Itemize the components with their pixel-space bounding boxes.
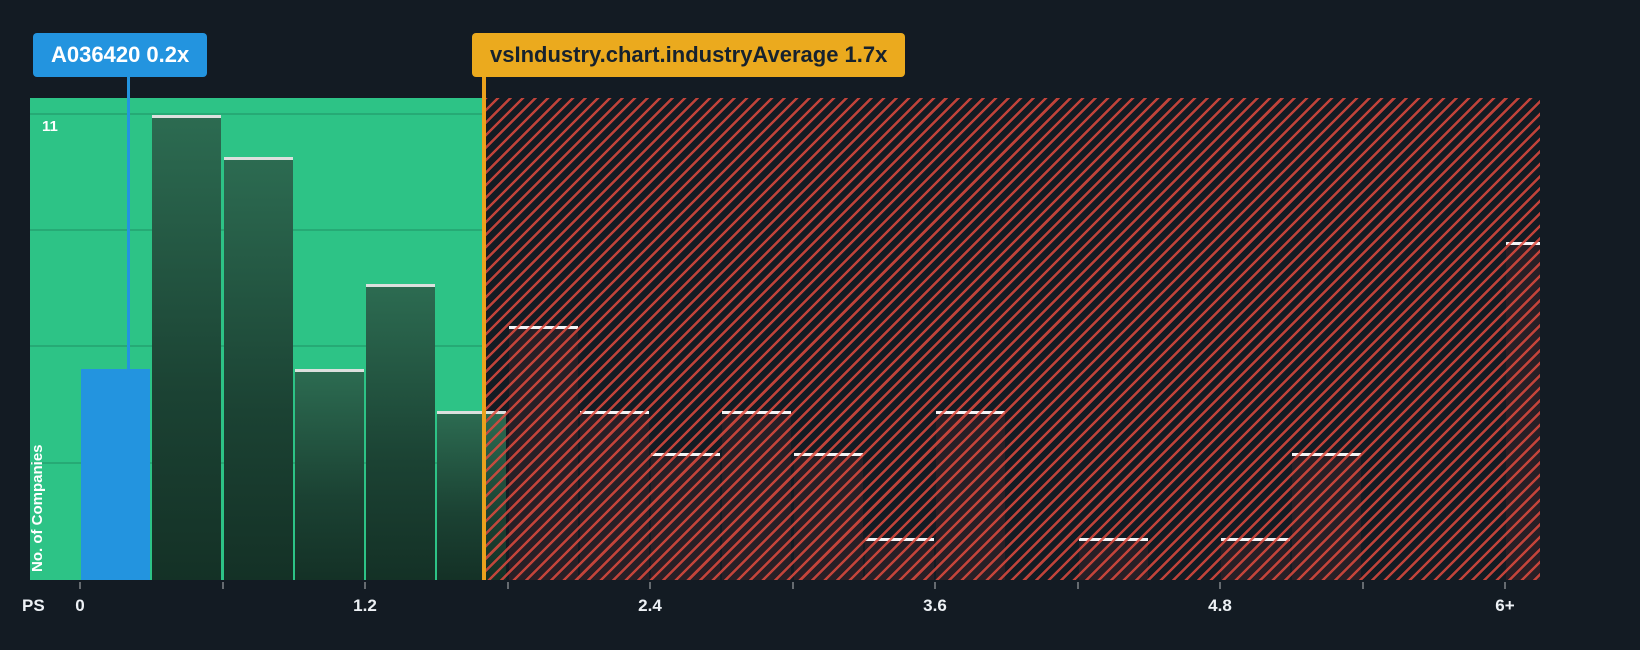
x-axis-tick <box>364 582 366 589</box>
x-axis-tick <box>222 582 224 589</box>
x-axis-label: 4.8 <box>1208 596 1232 615</box>
x-axis-tick <box>1362 582 1364 589</box>
industry-tooltip: vsIndustry.chart.industryAverage 1.7x <box>472 33 906 77</box>
x-axis-tick <box>792 582 794 589</box>
x-axis-label: 2.4 <box>638 596 662 615</box>
y-axis-max-label: 11 <box>42 118 58 135</box>
x-axis-unit-label: PS <box>22 596 45 615</box>
industry-average-line <box>482 76 486 580</box>
histogram-bar[interactable] <box>366 284 435 580</box>
x-axis-tick <box>934 582 936 589</box>
x-axis-label: 1.2 <box>353 596 377 615</box>
industry-tooltip-label: vsIndustry.chart.industryAverage 1.7x <box>490 42 888 67</box>
histogram-bar[interactable] <box>223 157 293 580</box>
company-marker-line <box>127 76 130 369</box>
company-tooltip: A036420 0.2x <box>33 33 208 77</box>
x-axis-label: 3.6 <box>923 596 947 615</box>
x-axis-label: 0 <box>75 596 85 615</box>
x-axis-tick <box>1504 582 1506 589</box>
histogram-bar[interactable] <box>152 115 222 580</box>
histogram-bar[interactable] <box>294 369 364 580</box>
above-average-region <box>484 98 1540 580</box>
x-axis-tick <box>79 582 81 589</box>
x-axis-tick <box>1077 582 1079 589</box>
company-tooltip-label: A036420 0.2x <box>51 42 190 67</box>
x-axis-tick <box>649 582 651 589</box>
x-axis-label: 6+ <box>1495 596 1515 615</box>
x-axis-tick <box>1219 582 1221 589</box>
x-axis-tick <box>507 582 509 589</box>
gridline <box>30 113 484 115</box>
chart-plot-area: 11 No. of Companies <box>29 98 1540 580</box>
company-bar[interactable] <box>81 369 150 580</box>
